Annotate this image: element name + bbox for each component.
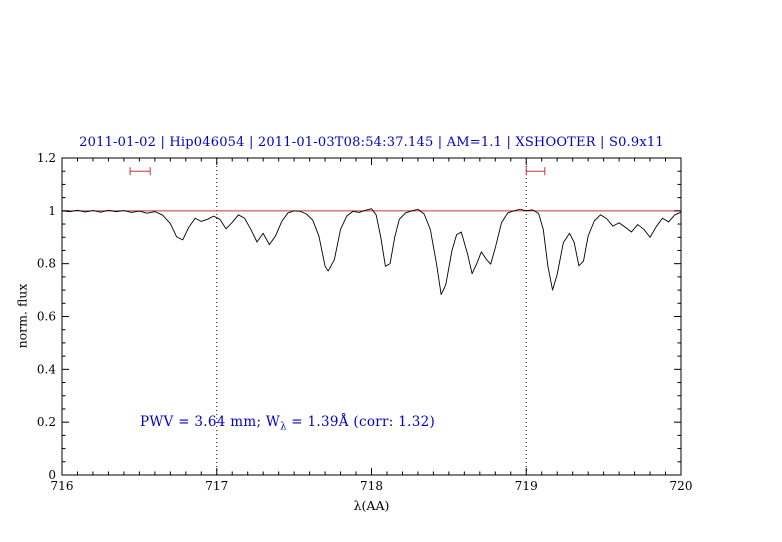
x-axis-label: λ(AA) (353, 498, 390, 513)
y-tick-label: 1.2 (37, 151, 56, 165)
y-axis-label: norm. flux (14, 283, 30, 349)
y-tick-label: 0.6 (37, 310, 56, 324)
x-tick-label: 718 (360, 479, 383, 493)
pwv-annotation-part1: PWV = 3.64 mm; W (140, 414, 281, 430)
y-tick-label: 0.4 (37, 362, 56, 376)
pwv-annotation-part2: = 1.39Å (corr: 1.32) (286, 414, 436, 430)
pwv-annotation-sub: λ (280, 421, 287, 433)
x-tick-label: 720 (670, 479, 693, 493)
y-tick-label: 0.2 (37, 415, 56, 429)
y-tick-label: 0.8 (37, 257, 56, 271)
x-tick-label: 717 (205, 479, 228, 493)
pwv-annotation: PWV = 3.64 mm; Wλ = 1.39Å (corr: 1.32) (140, 414, 435, 433)
spectrum-line (61, 208, 682, 296)
x-tick-label: 719 (515, 479, 538, 493)
y-tick-label: 0 (48, 468, 56, 482)
x-tick-label: 716 (51, 479, 74, 493)
y-tick-label: 1 (48, 204, 56, 218)
plot-title: 2011-01-02 | Hip046054 | 2011-01-03T08:5… (79, 135, 664, 150)
